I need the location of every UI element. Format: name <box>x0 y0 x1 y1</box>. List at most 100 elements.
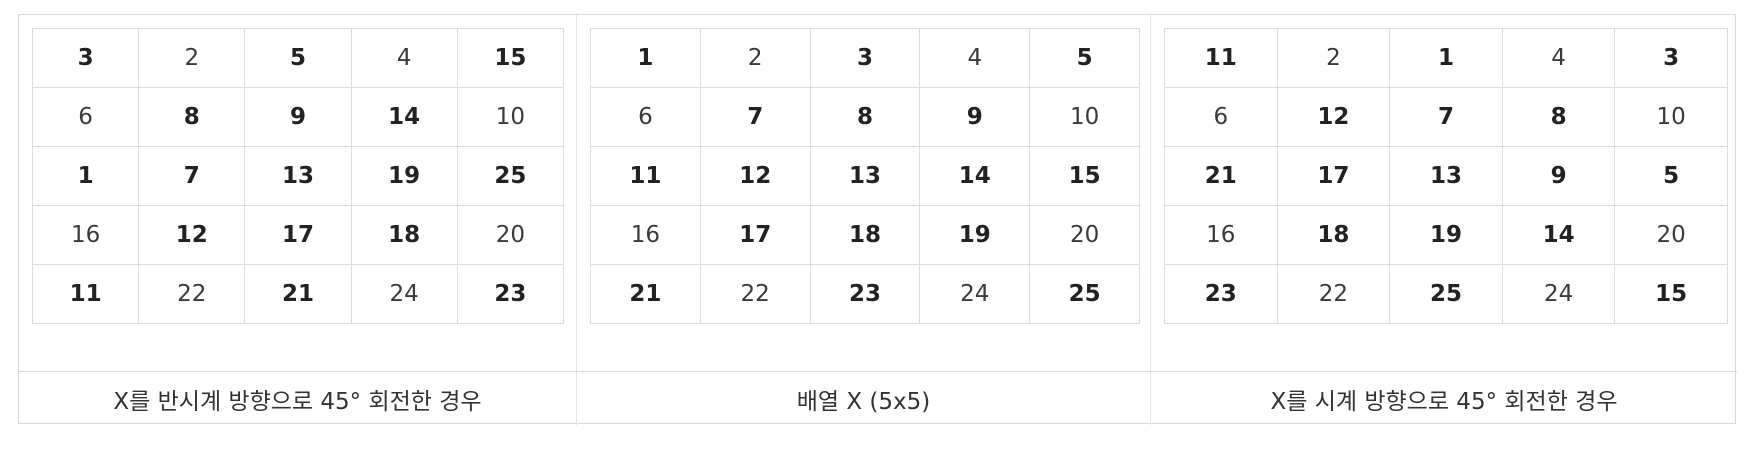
grid-cell: 4 <box>1501 28 1616 88</box>
grid-cell: 9 <box>919 87 1031 147</box>
grid-cell: 15 <box>1614 264 1728 324</box>
grid-cell: 24 <box>919 264 1031 324</box>
grid-cell: 12 <box>1276 87 1391 147</box>
grid-row: 21 22 23 24 25 <box>590 264 1140 324</box>
grid-original: 1 2 3 4 5 6 7 8 9 10 11 12 13 14 15 16 17 18 19 20 21 22 23 24 2… <box>590 28 1140 324</box>
grid-cell: 20 <box>456 205 565 265</box>
grid-cell: 13 <box>1389 146 1503 206</box>
grid-cell: 8 <box>809 87 921 147</box>
grid-cell: 3 <box>809 28 921 88</box>
grid-cell: 18 <box>1276 205 1391 265</box>
grid-cell: 5 <box>1029 28 1140 88</box>
panel-counterclockwise: 3 2 5 4 15 6 8 9 14 10 1 7 13 19 25 16 12 17 18 20 11 22 21 24 2… <box>19 15 576 371</box>
grid-cell: 18 <box>350 205 458 265</box>
grid-cell: 15 <box>1029 146 1140 206</box>
grid-cell: 19 <box>350 146 458 206</box>
grid-row: 23 22 25 24 15 <box>1164 264 1728 324</box>
grid-cell: 23 <box>456 264 565 324</box>
panel-original: 1 2 3 4 5 6 7 8 9 10 11 12 13 14 15 16 17 18 19 20 21 22 23 24 2… <box>576 15 1150 371</box>
grid-cell: 2 <box>1276 28 1391 88</box>
caption-counterclockwise: X를 반시계 방향으로 45° 회전한 경우 <box>113 388 482 415</box>
grid-cell: 22 <box>699 264 811 324</box>
grid-cell: 17 <box>244 205 352 265</box>
grid-row: 16 18 19 14 20 <box>1164 205 1728 265</box>
grid-cell: 22 <box>1276 264 1391 324</box>
grid-cell: 16 <box>590 205 701 265</box>
caption-row: X를 반시계 방향으로 45° 회전한 경우 배열 X (5x5) X를 시계 … <box>19 371 1737 425</box>
grid-cell: 6 <box>1164 87 1278 147</box>
grid-row: 1 7 13 19 25 <box>31 146 565 206</box>
grid-row: 11 12 13 14 15 <box>590 146 1140 206</box>
grid-cell: 4 <box>919 28 1031 88</box>
grid-cell: 17 <box>1276 146 1391 206</box>
grid-row: 11 2 1 4 3 <box>1164 28 1728 88</box>
grid-cell: 10 <box>1614 87 1728 147</box>
panel-clockwise: 11 2 1 4 3 6 12 7 8 10 21 17 13 9 5 16 18 19 14 20 23 22 25 24 1… <box>1150 15 1737 371</box>
grid-cell: 9 <box>244 87 352 147</box>
grid-cell: 11 <box>1164 28 1278 88</box>
grid-cell: 19 <box>919 205 1031 265</box>
grid-cell: 2 <box>138 28 246 88</box>
grid-cell: 21 <box>244 264 352 324</box>
grid-counterclockwise: 3 2 5 4 15 6 8 9 14 10 1 7 13 19 25 16 12 17 18 20 11 22 21 24 2… <box>31 28 565 324</box>
caption-clockwise: X를 시계 방향으로 45° 회전한 경우 <box>1150 372 1737 425</box>
grid-cell: 25 <box>456 146 565 206</box>
grid-row: 21 17 13 9 5 <box>1164 146 1728 206</box>
grid-cell: 2 <box>699 28 811 88</box>
grid-cell: 11 <box>31 264 140 324</box>
grid-cell: 5 <box>1614 146 1728 206</box>
grid-cell: 16 <box>1164 205 1278 265</box>
grid-cell: 3 <box>31 28 140 88</box>
grid-cell: 6 <box>590 87 701 147</box>
grid-cell: 23 <box>809 264 921 324</box>
grid-cell: 6 <box>31 87 140 147</box>
grid-cell: 7 <box>699 87 811 147</box>
grid-clockwise: 11 2 1 4 3 6 12 7 8 10 21 17 13 9 5 16 18 19 14 20 23 22 25 24 1… <box>1164 28 1728 324</box>
grid-cell: 13 <box>244 146 352 206</box>
grid-cell: 1 <box>1389 28 1503 88</box>
grid-cell: 8 <box>138 87 246 147</box>
grid-cell: 14 <box>919 146 1031 206</box>
grid-cell: 23 <box>1164 264 1278 324</box>
grid-cell: 22 <box>138 264 246 324</box>
grid-cell: 13 <box>809 146 921 206</box>
grid-cell: 8 <box>1501 87 1616 147</box>
grid-cell: 1 <box>590 28 701 88</box>
grid-cell: 21 <box>590 264 701 324</box>
grid-cell: 9 <box>1501 146 1616 206</box>
grid-cell: 17 <box>699 205 811 265</box>
grid-cell: 7 <box>138 146 246 206</box>
grid-cell: 10 <box>1029 87 1140 147</box>
caption-original: 배열 X (5x5) <box>576 372 1150 425</box>
grid-row: 6 8 9 14 10 <box>31 87 565 147</box>
grid-cell: 25 <box>1029 264 1140 324</box>
grid-cell: 20 <box>1614 205 1728 265</box>
grid-cell: 24 <box>350 264 458 324</box>
grid-cell: 18 <box>809 205 921 265</box>
grid-cell: 20 <box>1029 205 1140 265</box>
grid-row: 6 7 8 9 10 <box>590 87 1140 147</box>
grid-cell: 4 <box>350 28 458 88</box>
grid-cell: 15 <box>456 28 565 88</box>
grid-cell: 3 <box>1614 28 1728 88</box>
grid-cell: 25 <box>1389 264 1503 324</box>
grid-cell: 1 <box>31 146 140 206</box>
grid-cell: 12 <box>138 205 246 265</box>
grid-cell: 14 <box>350 87 458 147</box>
grid-cell: 21 <box>1164 146 1278 206</box>
grid-cell: 12 <box>699 146 811 206</box>
grid-row: 11 22 21 24 23 <box>31 264 565 324</box>
grid-cell: 11 <box>590 146 701 206</box>
grid-cell: 24 <box>1501 264 1616 324</box>
grid-row: 16 12 17 18 20 <box>31 205 565 265</box>
grid-cell: 5 <box>244 28 352 88</box>
figure-table: 3 2 5 4 15 6 8 9 14 10 1 7 13 19 25 16 12 17 18 20 11 22 21 24 2… <box>18 14 1737 425</box>
grid-row: 3 2 5 4 15 <box>31 28 565 88</box>
grid-cell: 7 <box>1389 87 1503 147</box>
grid-cell: 14 <box>1501 205 1616 265</box>
grid-cell: 19 <box>1389 205 1503 265</box>
grid-cell: 10 <box>456 87 565 147</box>
grid-cell: 16 <box>31 205 140 265</box>
grid-row: 6 12 7 8 10 <box>1164 87 1728 147</box>
